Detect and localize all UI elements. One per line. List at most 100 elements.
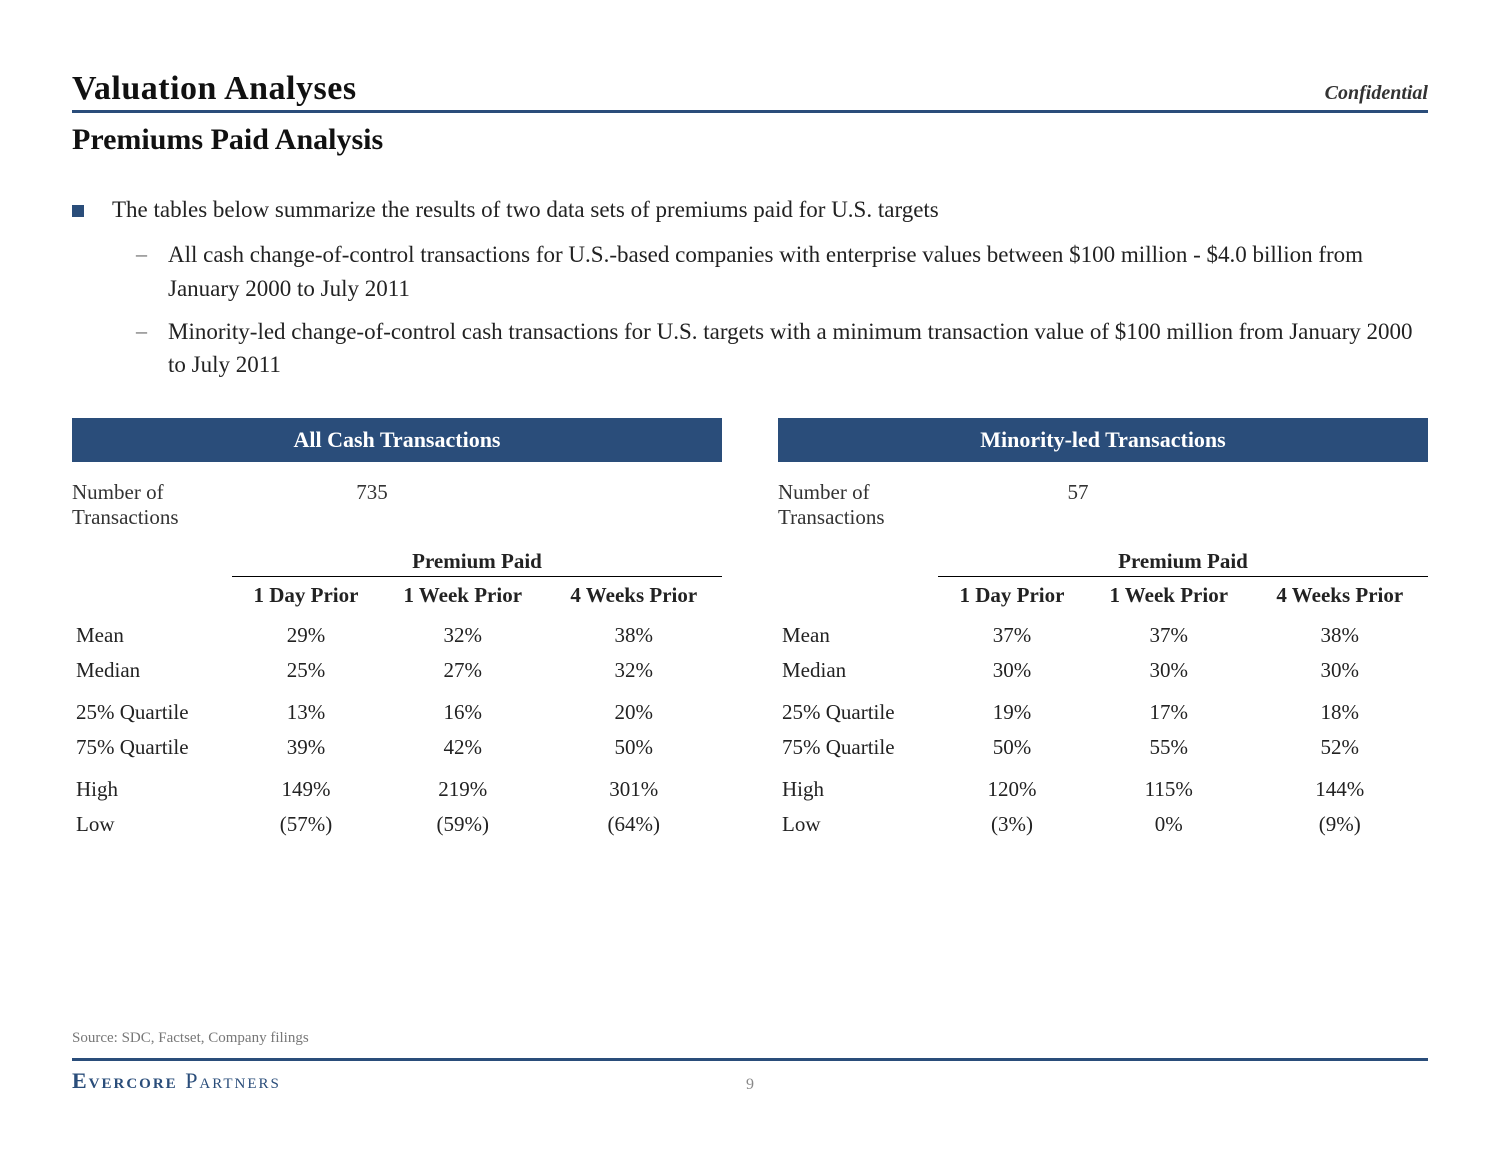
row-label: 75% Quartile [778,730,938,765]
col-1week: 1 Week Prior [380,576,546,618]
table-row: 75% Quartile 39% 42% 50% [72,730,722,765]
confidential-label: Confidential [1325,82,1428,105]
cell: (59%) [380,807,546,842]
slide-content: Valuation Analyses Confidential Premiums… [72,70,1428,842]
bullet-level2: – All cash change-of-control transaction… [136,238,1428,305]
row-label: Low [778,807,938,842]
num-trans-value: 57 [978,480,1178,530]
dash-bullet-icon: – [136,238,168,305]
cell: 19% [938,688,1086,730]
cell: 30% [1086,653,1252,688]
table-row: 75% Quartile 50% 55% 52% [778,730,1428,765]
bullet-level2: – Minority-led change-of-control cash tr… [136,315,1428,382]
cell: 42% [380,730,546,765]
cell: (57%) [232,807,380,842]
row-label: 25% Quartile [778,688,938,730]
cell: 30% [1252,653,1428,688]
panel-all-cash: All Cash Transactions Number of Transact… [72,418,722,842]
row-label: High [72,765,232,807]
table-row: High 149% 219% 301% [72,765,722,807]
header-row: Valuation Analyses Confidential [72,70,1428,113]
cell: 39% [232,730,380,765]
bullet-level1: The tables below summarize the results o… [72,193,1428,226]
premiums-table-left: Premium Paid 1 Day Prior 1 Week Prior 4 … [72,544,722,842]
num-transactions-row: Number of Transactions 57 [778,480,1428,530]
brand-rest: Partners [178,1068,281,1093]
premiums-table-right: Premium Paid 1 Day Prior 1 Week Prior 4 … [778,544,1428,842]
cell: 32% [380,618,546,653]
panel-header: All Cash Transactions [72,418,722,462]
footer-rule [72,1058,1428,1061]
cell: 301% [546,765,722,807]
table-row: 25% Quartile 13% 16% 20% [72,688,722,730]
row-label: Median [778,653,938,688]
cell: 18% [1252,688,1428,730]
num-trans-label: Number of Transactions [72,480,272,530]
cell: 144% [1252,765,1428,807]
tables-container: All Cash Transactions Number of Transact… [72,418,1428,842]
panel-minority-led: Minority-led Transactions Number of Tran… [778,418,1428,842]
cell: 29% [232,618,380,653]
table-row: Mean 37% 37% 38% [778,618,1428,653]
bullet-text: Minority-led change-of-control cash tran… [168,315,1428,382]
table-row: Low (57%) (59%) (64%) [72,807,722,842]
cell: (3%) [938,807,1086,842]
table-row: Mean 29% 32% 38% [72,618,722,653]
panel-header: Minority-led Transactions [778,418,1428,462]
source-note: Source: SDC, Factset, Company filings [72,1030,309,1047]
section-title: Valuation Analyses [72,70,357,108]
cell: 52% [1252,730,1428,765]
cell: 38% [1252,618,1428,653]
table-row: High 120% 115% 144% [778,765,1428,807]
col-1day: 1 Day Prior [938,576,1086,618]
col-4weeks: 4 Weeks Prior [546,576,722,618]
cell: 32% [546,653,722,688]
row-label: Low [72,807,232,842]
col-1day: 1 Day Prior [232,576,380,618]
cell: 25% [232,653,380,688]
table-row: Median 25% 27% 32% [72,653,722,688]
bullet-list: The tables below summarize the results o… [72,193,1428,382]
row-label: 75% Quartile [72,730,232,765]
cell: (9%) [1252,807,1428,842]
row-label: High [778,765,938,807]
square-bullet-icon [72,193,112,226]
cell: 149% [232,765,380,807]
bullet-text: The tables below summarize the results o… [112,193,1428,226]
num-trans-value: 735 [272,480,472,530]
cell: 16% [380,688,546,730]
cell: 0% [1086,807,1252,842]
cell: 30% [938,653,1086,688]
num-trans-label: Number of Transactions [778,480,978,530]
cell: 37% [1086,618,1252,653]
cell: 37% [938,618,1086,653]
row-label: Median [72,653,232,688]
cell: 55% [1086,730,1252,765]
cell: 27% [380,653,546,688]
col-4weeks: 4 Weeks Prior [1252,576,1428,618]
table-row: 25% Quartile 19% 17% 18% [778,688,1428,730]
col-1week: 1 Week Prior [1086,576,1252,618]
brand-strong: Evercore [72,1068,178,1093]
bullet-text: All cash change-of-control transactions … [168,238,1428,305]
cell: 20% [546,688,722,730]
cell: 219% [380,765,546,807]
table-row: Low (3%) 0% (9%) [778,807,1428,842]
page-number: 9 [746,1076,754,1094]
cell: 13% [232,688,380,730]
table-row: Median 30% 30% 30% [778,653,1428,688]
cell: 17% [1086,688,1252,730]
cell: 120% [938,765,1086,807]
num-transactions-row: Number of Transactions 735 [72,480,722,530]
cell: 115% [1086,765,1252,807]
row-label: 25% Quartile [72,688,232,730]
dash-bullet-icon: – [136,315,168,382]
cell: 50% [546,730,722,765]
cell: (64%) [546,807,722,842]
row-label: Mean [72,618,232,653]
premium-paid-header: Premium Paid [938,544,1428,577]
cell: 38% [546,618,722,653]
premium-paid-header: Premium Paid [232,544,722,577]
page-subtitle: Premiums Paid Analysis [72,123,1428,157]
row-label: Mean [778,618,938,653]
